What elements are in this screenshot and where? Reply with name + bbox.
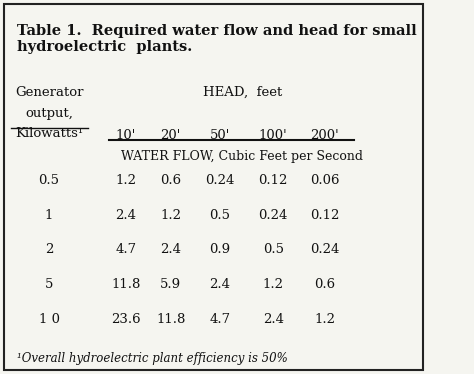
- Text: 0.6: 0.6: [160, 174, 182, 187]
- Text: 10': 10': [116, 129, 136, 142]
- Text: 11.8: 11.8: [156, 313, 185, 326]
- Text: 5: 5: [45, 278, 53, 291]
- Text: 4.7: 4.7: [210, 313, 230, 326]
- Text: 1.2: 1.2: [263, 278, 284, 291]
- Text: 1.2: 1.2: [160, 209, 181, 222]
- Text: 0.6: 0.6: [314, 278, 335, 291]
- Text: HEAD,  feet: HEAD, feet: [203, 86, 282, 99]
- Text: Generator: Generator: [15, 86, 83, 99]
- Text: ¹Overall hydroelectric plant efficiency is 50%: ¹Overall hydroelectric plant efficiency …: [17, 352, 288, 365]
- Text: 2.4: 2.4: [116, 209, 137, 222]
- Text: 2.4: 2.4: [210, 278, 230, 291]
- Text: 1.2: 1.2: [314, 313, 335, 326]
- Text: 20': 20': [161, 129, 181, 142]
- Text: 0.5: 0.5: [210, 209, 230, 222]
- Text: 2.4: 2.4: [263, 313, 284, 326]
- Text: 2.4: 2.4: [160, 243, 181, 257]
- Text: 23.6: 23.6: [111, 313, 141, 326]
- Text: 0.06: 0.06: [310, 174, 339, 187]
- Text: Table 1.  Required water flow and head for small: Table 1. Required water flow and head fo…: [17, 24, 417, 38]
- Text: 0.12: 0.12: [310, 209, 339, 222]
- Text: 0.9: 0.9: [210, 243, 230, 257]
- Text: 1.2: 1.2: [116, 174, 137, 187]
- Text: hydroelectric  plants.: hydroelectric plants.: [17, 40, 192, 54]
- Text: WATER FLOW, Cubic Feet per Second: WATER FLOW, Cubic Feet per Second: [121, 150, 363, 163]
- Text: 0.5: 0.5: [263, 243, 284, 257]
- Text: 100': 100': [259, 129, 288, 142]
- Text: 1 0: 1 0: [38, 313, 60, 326]
- Text: 50': 50': [210, 129, 230, 142]
- Text: 0.12: 0.12: [258, 174, 288, 187]
- Text: 2: 2: [45, 243, 53, 257]
- Text: 11.8: 11.8: [111, 278, 141, 291]
- Text: 0.5: 0.5: [38, 174, 60, 187]
- Text: Kilowatts¹: Kilowatts¹: [15, 127, 83, 140]
- Text: output,: output,: [25, 107, 73, 120]
- Text: 0.24: 0.24: [258, 209, 288, 222]
- FancyBboxPatch shape: [4, 4, 423, 370]
- Text: 200': 200': [310, 129, 339, 142]
- Text: 1: 1: [45, 209, 53, 222]
- Text: 5.9: 5.9: [160, 278, 182, 291]
- Text: 0.24: 0.24: [310, 243, 339, 257]
- Text: 4.7: 4.7: [115, 243, 137, 257]
- Text: 0.24: 0.24: [205, 174, 235, 187]
